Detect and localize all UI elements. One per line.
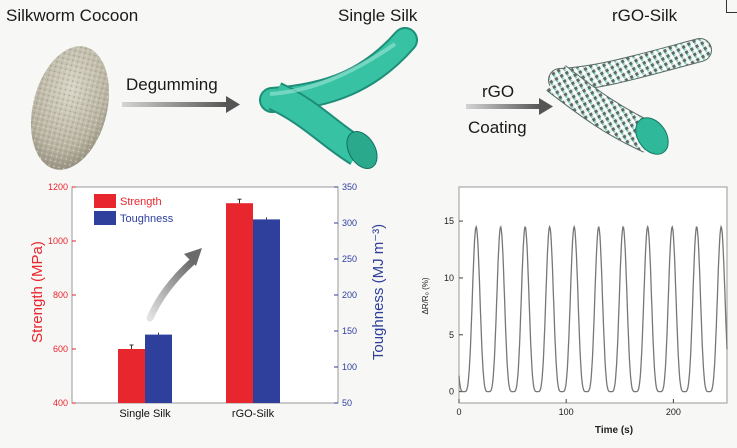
legend-swatch-strength <box>94 194 116 208</box>
cocoon-image <box>30 46 110 170</box>
rgo-silk-fiber <box>546 38 712 155</box>
degumming-label: Degumming <box>126 75 218 94</box>
bar-strength <box>118 349 145 403</box>
window-corner <box>726 0 737 13</box>
single-silk-fiber <box>259 27 418 169</box>
left-tick-label: 1000 <box>48 236 68 246</box>
single-silk-title: Single Silk <box>338 6 418 25</box>
line-xtick-label: 100 <box>559 407 574 417</box>
rgo-silk-title: rGO-Silk <box>612 6 678 25</box>
category-label: rGO-Silk <box>232 408 275 420</box>
line-xtick-label: 200 <box>666 407 681 417</box>
line-ytick-label: 10 <box>444 273 454 283</box>
rgo-label: rGO <box>482 82 515 101</box>
left-tick-label: 600 <box>53 344 68 354</box>
increase-arrow <box>146 258 196 322</box>
coating-arrow <box>466 98 553 115</box>
legend-swatch-toughness <box>94 211 116 225</box>
right-tick-label: 100 <box>342 362 357 372</box>
cocoon-title: Silkworm Cocoon <box>6 6 139 25</box>
line-chart: 0 5 10 15 0 100 200 ΔR/R₀ (%) Time (s) <box>421 186 728 436</box>
left-tick-label: 1200 <box>48 182 68 192</box>
legend-label-strength: Strength <box>120 196 162 208</box>
increase-arrowhead <box>184 248 202 266</box>
right-axis-title: Toughness (MJ m⁻³) <box>370 224 387 360</box>
coating-label: Coating <box>468 118 527 137</box>
right-tick-label: 150 <box>342 326 357 336</box>
line-ytick-label: 5 <box>449 330 454 340</box>
category-labels: Single Silk rGO-Silk <box>119 408 274 420</box>
line-ytick-label: 0 <box>449 387 454 397</box>
bar-chart: 400 600 800 1000 1200 50 100 150 200 250 300 350 S… <box>29 182 387 420</box>
bar-toughness <box>145 334 172 403</box>
bar-toughness <box>253 219 280 403</box>
resistance-trace <box>458 224 728 393</box>
left-tick-label: 800 <box>53 290 68 300</box>
right-tick-label: 200 <box>342 290 357 300</box>
right-tick-label: 50 <box>342 398 352 408</box>
right-tick-label: 350 <box>342 182 357 192</box>
legend-label-toughness: Toughness <box>120 213 174 225</box>
category-label: Single Silk <box>119 408 171 420</box>
bar-strength <box>226 203 253 403</box>
right-tick-label: 250 <box>342 254 357 264</box>
right-axis-ticks: 50 100 150 200 250 300 350 <box>334 182 357 408</box>
right-tick-label: 300 <box>342 218 357 228</box>
line-axis-ticks: 0 5 10 15 0 100 200 <box>444 216 681 417</box>
line-xlabel: Time (s) <box>595 425 633 436</box>
left-axis-title: Strength (MPa) <box>29 241 46 343</box>
degumming-arrow <box>122 96 240 113</box>
line-ylabel: ΔR/R₀ (%) <box>421 277 430 314</box>
bar-marks <box>118 198 280 403</box>
line-xtick-label: 0 <box>456 407 461 417</box>
left-tick-label: 400 <box>53 398 68 408</box>
line-ytick-label: 15 <box>444 216 454 226</box>
left-axis-ticks: 400 600 800 1000 1200 <box>48 182 76 408</box>
